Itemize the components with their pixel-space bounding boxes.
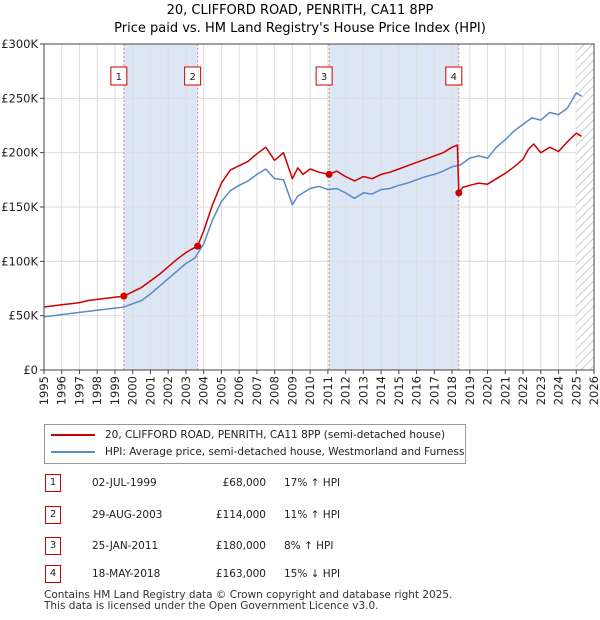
footer: Contains HM Land Registry data © Crown c… bbox=[44, 590, 452, 612]
x-tick-label: 2022 bbox=[516, 376, 530, 405]
sale-price: £180,000 bbox=[215, 540, 266, 552]
sale-price: £163,000 bbox=[215, 568, 266, 580]
x-tick-label: 2001 bbox=[143, 376, 157, 405]
y-tick-label: £50K bbox=[9, 309, 39, 323]
legend-swatch-hpi bbox=[51, 451, 95, 453]
price-chart: 20, CLIFFORD ROAD, PENRITH, CA11 8PP Pri… bbox=[1, 3, 600, 405]
sale-date: 02-JUL-1999 bbox=[92, 477, 157, 489]
sale-price: £68,000 bbox=[222, 477, 266, 489]
x-tick-label: 2018 bbox=[445, 376, 459, 405]
sale-number: 4 bbox=[45, 565, 61, 583]
x-tick-label: 2025 bbox=[569, 376, 583, 405]
sale-row: 3 25-JAN-2011 £180,000 8% ↑ HPI bbox=[0, 535, 600, 557]
x-tick-label: 2002 bbox=[161, 376, 175, 405]
x-tick-label: 2008 bbox=[268, 376, 282, 405]
x-tick-label: 2021 bbox=[498, 376, 512, 405]
sale-hpi-change: 17% ↑ HPI bbox=[284, 477, 341, 489]
x-tick-label: 1996 bbox=[55, 376, 69, 405]
footer-copyright: Contains HM Land Registry data © Crown c… bbox=[44, 589, 453, 601]
x-tick-label: 2012 bbox=[339, 376, 353, 405]
sale-date: 29-AUG-2003 bbox=[92, 509, 163, 521]
sale-point bbox=[325, 170, 333, 178]
legend-swatch-property bbox=[51, 434, 95, 436]
sale-label-box bbox=[184, 66, 202, 86]
sale-point bbox=[455, 189, 463, 197]
sale-point bbox=[120, 292, 128, 300]
sale-label-box bbox=[110, 66, 128, 86]
sale-row: 1 02-JUL-1999 £68,000 17% ↑ HPI bbox=[0, 472, 600, 494]
x-tick-label: 1997 bbox=[72, 376, 86, 405]
sale-points bbox=[120, 170, 463, 300]
x-tick-label: 2024 bbox=[552, 376, 566, 405]
x-tick-label: 2015 bbox=[392, 376, 406, 405]
future-hatch bbox=[576, 44, 594, 370]
y-tick-label: £300K bbox=[1, 37, 38, 51]
sale-labels: 1 2 3 4 bbox=[110, 66, 463, 86]
x-tick-label: 2004 bbox=[197, 376, 211, 405]
x-tick-label: 2014 bbox=[374, 376, 388, 405]
sale-label: 4 bbox=[451, 72, 457, 83]
series-line-hpi bbox=[44, 92, 582, 318]
sale-label: 2 bbox=[189, 72, 195, 83]
legend-label-property: 20, CLIFFORD ROAD, PENRITH, CA11 8PP (se… bbox=[105, 429, 446, 441]
x-tick-label: 2020 bbox=[481, 376, 495, 405]
x-tick-label: 2017 bbox=[427, 376, 441, 405]
sale-label-box bbox=[445, 66, 463, 86]
sale-label: 1 bbox=[116, 72, 122, 83]
sale-number: 2 bbox=[45, 506, 61, 524]
x-tick-label: 2011 bbox=[321, 376, 335, 405]
legend-label-hpi: HPI: Average price, semi-detached house,… bbox=[105, 446, 465, 458]
x-tick-label: 2005 bbox=[214, 376, 228, 405]
x-tick-label: 2003 bbox=[179, 376, 193, 405]
series-line-property bbox=[44, 132, 582, 308]
y-tick-label: £250K bbox=[1, 91, 38, 105]
y-tick-label: £0 bbox=[23, 363, 38, 377]
sale-point bbox=[194, 242, 202, 250]
y-tick-label: £150K bbox=[1, 200, 38, 214]
x-tick-label: 2007 bbox=[250, 376, 264, 405]
sale-price: £114,000 bbox=[215, 509, 266, 521]
sale-row: 4 18-MAY-2018 £163,000 15% ↓ HPI bbox=[0, 563, 600, 585]
sale-label: 3 bbox=[321, 72, 327, 83]
sale-row: 2 29-AUG-2003 £114,000 11% ↑ HPI bbox=[0, 504, 600, 526]
x-tick-label: 2010 bbox=[303, 376, 317, 405]
chart-subtitle: Price paid vs. HM Land Registry's House … bbox=[114, 21, 486, 36]
sale-number: 3 bbox=[45, 537, 61, 555]
sale-number: 1 bbox=[45, 474, 61, 492]
x-tick-label: 2016 bbox=[410, 376, 424, 405]
x-tick-label: 1998 bbox=[90, 376, 104, 405]
x-tick-label: 2013 bbox=[356, 376, 370, 405]
y-tick-label: £100K bbox=[1, 254, 38, 268]
future-hatch-area bbox=[576, 44, 594, 370]
x-tick-label: 2000 bbox=[126, 376, 140, 405]
footer-licence: This data is licensed under the Open Gov… bbox=[44, 600, 379, 612]
series-lines bbox=[44, 92, 582, 318]
x-tick-label: 2026 bbox=[587, 376, 600, 405]
sale-hpi-change: 15% ↓ HPI bbox=[284, 568, 341, 580]
sale-date: 18-MAY-2018 bbox=[92, 568, 161, 580]
legend: 20, CLIFFORD ROAD, PENRITH, CA11 8PP (se… bbox=[44, 424, 466, 464]
x-tick-label: 2006 bbox=[232, 376, 246, 405]
y-tick-label: £200K bbox=[1, 146, 38, 160]
sale-hpi-change: 11% ↑ HPI bbox=[284, 509, 341, 521]
x-tick-label: 1995 bbox=[37, 376, 51, 405]
chart-title: 20, CLIFFORD ROAD, PENRITH, CA11 8PP bbox=[167, 3, 434, 18]
sale-date: 25-JAN-2011 bbox=[92, 540, 159, 552]
sale-hpi-change: 8% ↑ HPI bbox=[284, 540, 334, 552]
x-tick-label: 2023 bbox=[534, 376, 548, 405]
x-tick-label: 2009 bbox=[285, 376, 299, 405]
sale-label-box bbox=[315, 66, 333, 86]
x-tick-label: 1999 bbox=[108, 376, 122, 405]
x-tick-label: 2019 bbox=[463, 376, 477, 405]
